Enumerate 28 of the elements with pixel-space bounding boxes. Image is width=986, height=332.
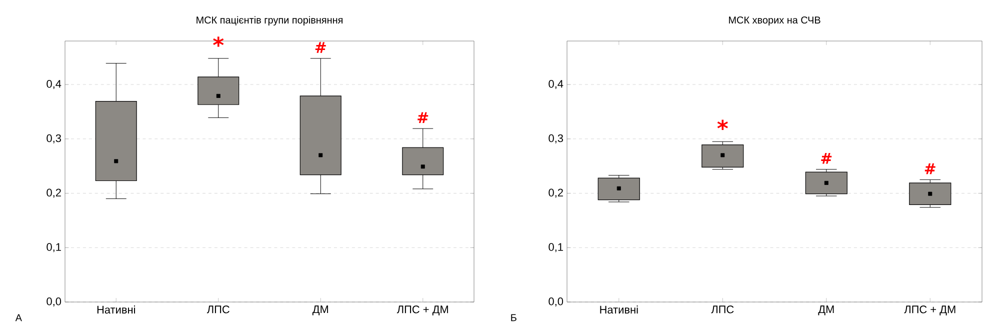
annotation: * bbox=[213, 36, 224, 47]
x-tick-label: ДМ bbox=[312, 306, 328, 316]
annotation: # bbox=[821, 153, 832, 164]
y-tick-label: 0,1 bbox=[548, 243, 563, 252]
annotation: # bbox=[315, 42, 326, 53]
y-tick-label: 0,4 bbox=[548, 80, 564, 90]
x-tick-label: ДМ bbox=[818, 306, 834, 316]
x-tick-label: ЛПС bbox=[206, 306, 230, 314]
x-tick-label: Нативні bbox=[97, 306, 136, 314]
annotation: # bbox=[924, 163, 936, 174]
x-tick-label: ЛПС + ДМ bbox=[396, 306, 448, 316]
y-tick-label: 0,0 bbox=[548, 297, 564, 307]
text: Б bbox=[511, 314, 516, 322]
x-tick-label: Нативні bbox=[600, 306, 638, 314]
y-tick-label: 0,3 bbox=[46, 134, 61, 144]
chart-title: МСК пацієнтів групи порівняння bbox=[196, 16, 343, 26]
x-tick-label: ЛПС + ДМ bbox=[904, 306, 956, 316]
y-tick-label: 0,2 bbox=[46, 188, 61, 198]
annotation: # bbox=[418, 112, 428, 123]
text: А bbox=[15, 314, 22, 322]
x-tick-label: ЛПС bbox=[711, 306, 734, 314]
y-tick-label: 0,1 bbox=[46, 243, 61, 252]
y-tick-label: 0,3 bbox=[548, 134, 563, 144]
y-tick-label: 0,4 bbox=[46, 80, 62, 90]
y-tick-label: 0,2 bbox=[548, 188, 563, 198]
annotation: * bbox=[717, 120, 728, 130]
chart-title: МСК хворих на СЧВ bbox=[729, 16, 820, 26]
y-tick-label: 0,0 bbox=[46, 297, 62, 307]
